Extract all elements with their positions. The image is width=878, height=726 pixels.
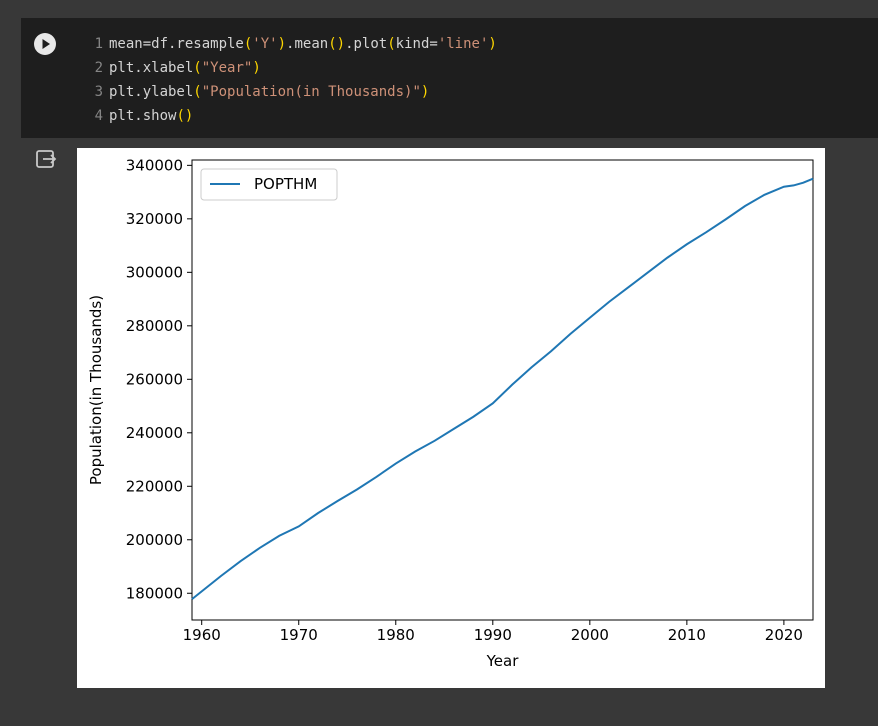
code-paren: ( xyxy=(193,60,202,76)
line-chart: 1960 1970 1980 1990 2000 2010 2020 180000 200000… xyxy=(87,156,814,670)
code-paren: ( xyxy=(176,108,185,124)
y-tick-label: 280000 xyxy=(126,317,183,335)
y-axis-label: Population(in Thousands) xyxy=(87,295,105,485)
x-tick-label: 1980 xyxy=(377,626,415,644)
series-line-popthm xyxy=(191,177,814,600)
code-string: 'line' xyxy=(437,36,489,52)
x-tick-label: 1970 xyxy=(280,626,318,644)
x-tick-label: 1990 xyxy=(474,626,512,644)
code-line: 4 plt.show() xyxy=(89,104,497,128)
code-line: 1 mean=df.resample('Y').mean().plot(kind=… xyxy=(89,32,497,56)
line-number: 2 xyxy=(94,60,103,76)
code-string: 'Y' xyxy=(252,36,278,52)
y-tick-label: 180000 xyxy=(126,584,183,602)
code-paren: ( xyxy=(387,36,396,52)
code-line: 3 plt.ylabel("Population(in Thousands)") xyxy=(89,80,497,104)
code-line: 2 plt.xlabel("Year") xyxy=(89,56,497,80)
x-tick-label: 1960 xyxy=(183,626,221,644)
code-paren: ) xyxy=(252,60,261,76)
code-editor[interactable]: 1 mean=df.resample('Y').mean().plot(kind=… xyxy=(89,32,497,128)
legend-entry: POPTHM xyxy=(254,175,317,193)
y-tick-label: 220000 xyxy=(126,477,183,495)
line-number: 4 xyxy=(94,108,103,124)
play-circle-icon[interactable] xyxy=(34,33,56,55)
code-paren: ) xyxy=(184,108,194,124)
x-tick-label: 2020 xyxy=(765,626,803,644)
axes-frame xyxy=(191,159,814,621)
code-paren: ( xyxy=(328,36,337,52)
y-tick-label: 240000 xyxy=(126,424,183,442)
legend-box xyxy=(200,168,338,201)
output-arrow-icon[interactable] xyxy=(34,147,58,171)
line-number: 1 xyxy=(94,36,103,52)
code-string: "Year" xyxy=(201,60,253,76)
y-tick-label: 200000 xyxy=(126,531,183,549)
plot-output: 1960 1970 1980 1990 2000 2010 2020 180000 200000… xyxy=(77,148,825,688)
code-paren: ) xyxy=(336,36,346,52)
y-tick-label: 260000 xyxy=(126,370,183,388)
x-tick-label: 2010 xyxy=(668,626,706,644)
y-tick-label: 320000 xyxy=(126,210,183,228)
x-tick-label: 2000 xyxy=(571,626,609,644)
code-string: "Population(in Thousands)" xyxy=(201,84,421,100)
code-paren: ( xyxy=(193,84,202,100)
code-paren: ( xyxy=(243,36,253,52)
y-tick-label: 300000 xyxy=(126,263,183,281)
y-tick-label: 340000 xyxy=(126,156,183,174)
x-axis-label: Year xyxy=(486,652,520,670)
code-paren: ) xyxy=(277,36,287,52)
code-cell[interactable]: 1 mean=df.resample('Y').mean().plot(kind=… xyxy=(21,18,878,138)
code-paren: ) xyxy=(420,84,430,100)
code-paren: ) xyxy=(488,36,497,52)
line-number: 3 xyxy=(94,84,103,100)
